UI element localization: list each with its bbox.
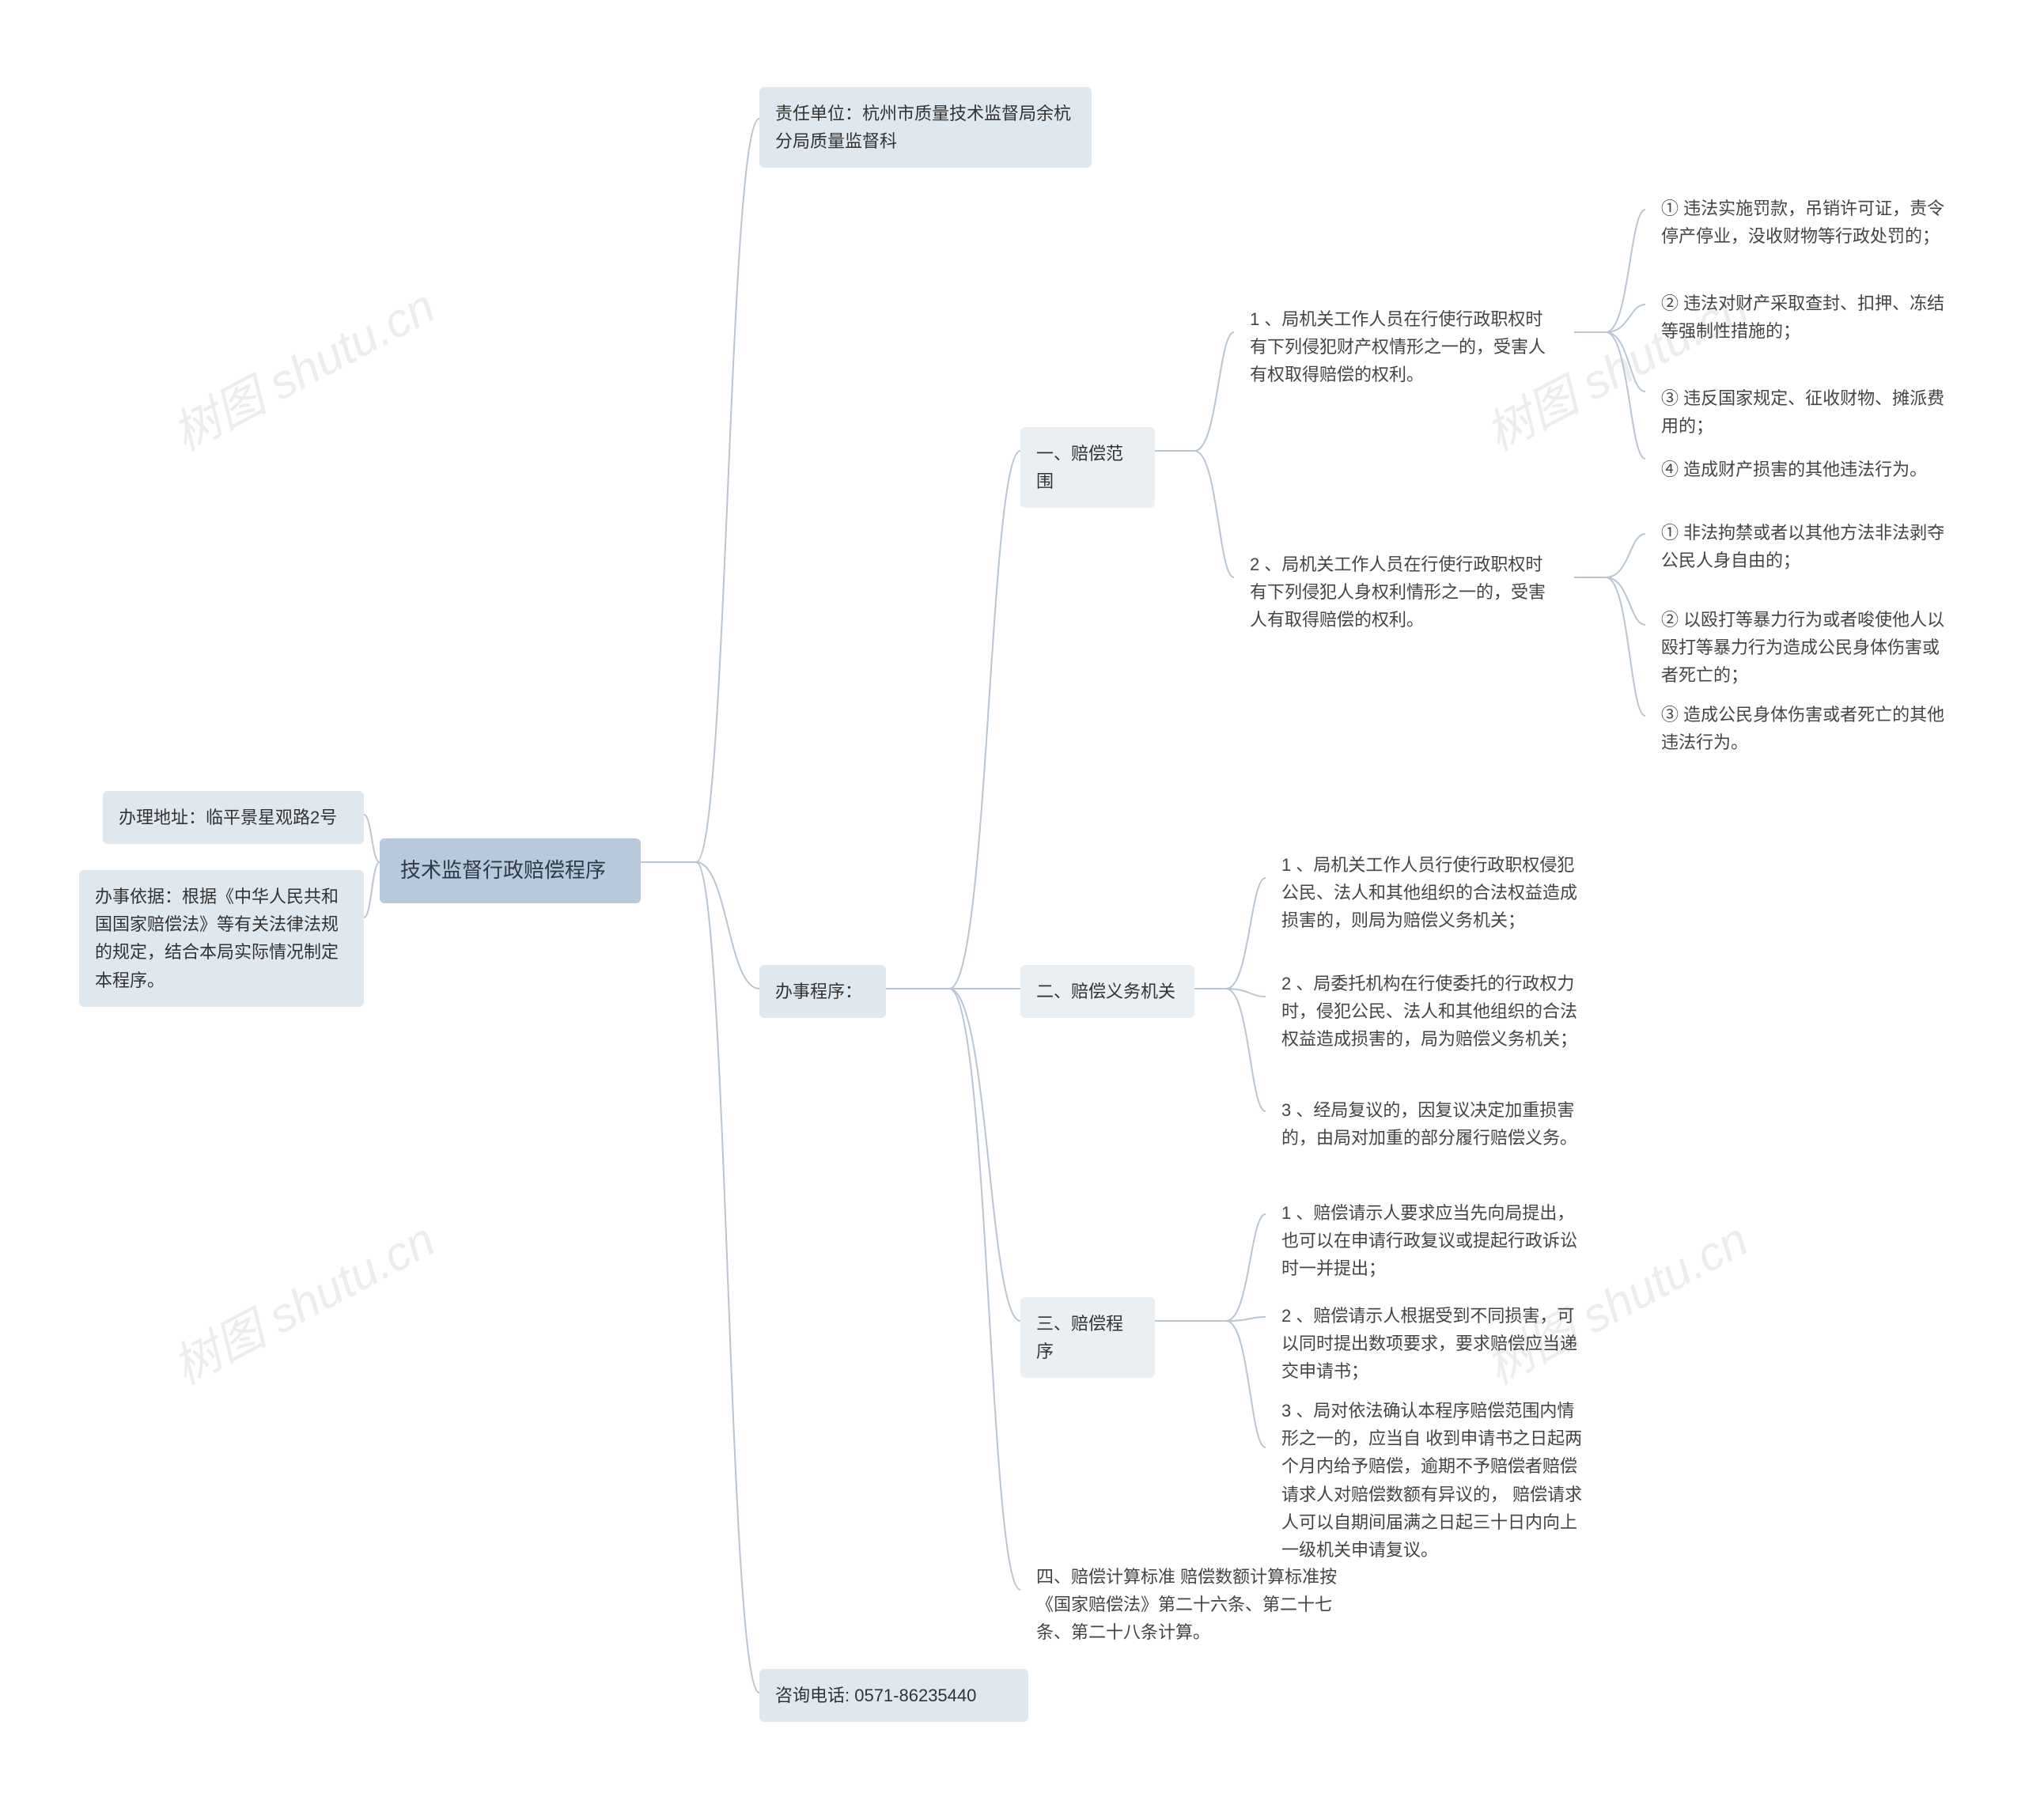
section-agency[interactable]: 二、赔偿义务机关	[1020, 965, 1194, 1018]
section-scope[interactable]: 一、赔偿范围	[1020, 427, 1155, 508]
s1c2-item-1[interactable]: ① 非法拘禁或者以其他方法非法剥夺公民人身自由的；	[1645, 506, 1970, 587]
s3-item-1[interactable]: 1 、赔偿请示人要求应当先向局提出，也可以在申请行政复议或提起行政诉讼时一并提出…	[1266, 1186, 1606, 1296]
right-node-phone[interactable]: 咨询电话: 0571-86235440	[759, 1669, 1028, 1722]
left-node-address[interactable]: 办理地址：临平景星观路2号	[103, 791, 364, 844]
s2-item-1[interactable]: 1 、局机关工作人员行使行政职权侵犯公民、法人和其他组织的合法权益造成损害的，则…	[1266, 838, 1606, 948]
right-node-unit[interactable]: 责任单位：杭州市质量技术监督局余杭分局质量监督科	[759, 87, 1092, 168]
s3-item-2[interactable]: 2 、赔偿请示人根据受到不同损害，可以同时提出数项要求，要求赔偿应当递交申请书；	[1266, 1289, 1606, 1398]
s2-item-2[interactable]: 2 、局委托机构在行使委托的行政权力时，侵犯公民、法人和其他组织的合法权益造成损…	[1266, 957, 1606, 1066]
s1c1-item-2[interactable]: ② 违法对财产采取查封、扣押、冻结等强制性措施的；	[1645, 277, 1970, 358]
s1c1-item-1[interactable]: ① 违法实施罚款，吊销许可证，责令停产停业，没收财物等行政处罚的；	[1645, 182, 1970, 263]
s1c2-item-3[interactable]: ③ 造成公民身体伤害或者死亡的其他违法行为。	[1645, 688, 1970, 769]
right-node-procedure[interactable]: 办事程序：	[759, 965, 886, 1018]
s2-item-3[interactable]: 3 、经局复议的，因复议决定加重损害的，由局对加重的部分履行赔偿义务。	[1266, 1084, 1606, 1164]
s1-item-2[interactable]: 2 、局机关工作人员在行使行政职权时有下列侵犯人身权利情形之一的，受害人有取得赔…	[1234, 538, 1574, 647]
watermark: 树图 shutu.cn	[159, 1202, 445, 1398]
left-node-basis[interactable]: 办事依据：根据《中华人民共和国国家赔偿法》等有关法律法规的规定，结合本局实际情况…	[79, 870, 364, 1007]
s1-item-1[interactable]: 1 、局机关工作人员在行使行政职权时有下列侵犯财产权情形之一的，受害人有权取得赔…	[1234, 293, 1574, 402]
watermark: 树图 shutu.cn	[159, 269, 445, 464]
s1c1-item-3[interactable]: ③ 违反国家规定、征收财物、摊派费用的；	[1645, 372, 1970, 452]
section-proc[interactable]: 三、赔偿程序	[1020, 1297, 1155, 1378]
center-node[interactable]: 技术监督行政赔偿程序	[380, 838, 641, 903]
s3-item-3[interactable]: 3 、局对依法确认本程序赔偿范围内情形之一的，应当自 收到申请书之日起两个月内给…	[1266, 1384, 1606, 1576]
s1c1-item-4[interactable]: ④ 造成财产损害的其他违法行为。	[1645, 443, 1970, 496]
s1c2-item-2[interactable]: ② 以殴打等暴力行为或者唆使他人以殴打等暴力行为造成公民身体伤害或者死亡的；	[1645, 593, 1970, 702]
